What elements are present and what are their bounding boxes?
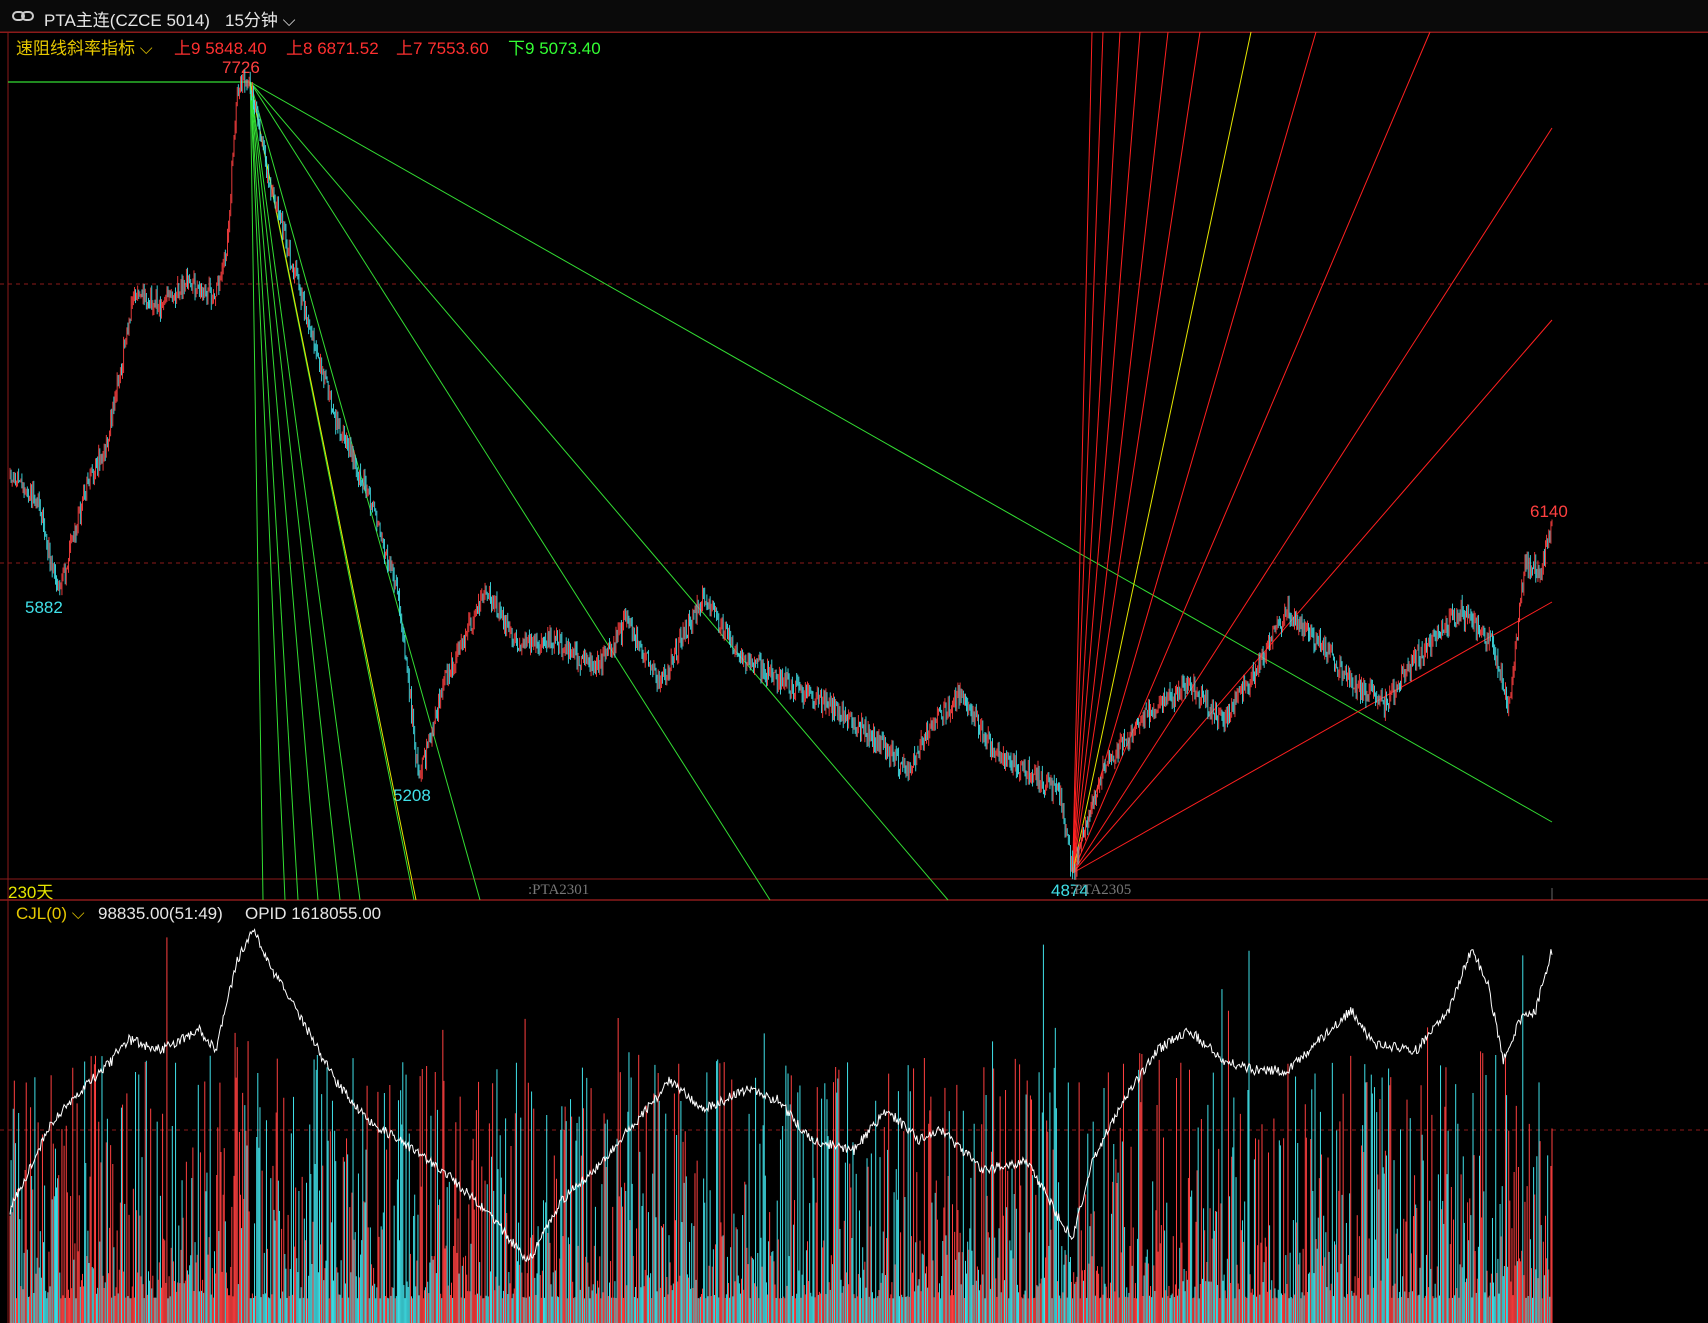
- fan-line-green-4: [249, 81, 341, 901]
- fan-line-yellow-down: [249, 81, 417, 901]
- level-up7: 上7 7553.60: [396, 34, 489, 59]
- fan-lines: [8, 31, 1553, 901]
- high-label-6140: 6140: [1530, 502, 1568, 521]
- opid-label: OPID: [245, 904, 287, 923]
- level-up8-value: 6871.52: [317, 39, 379, 58]
- fan-line-red-6: [1072, 31, 1317, 874]
- fan-line-red-5: [1072, 31, 1201, 874]
- low-label-5208: 5208: [393, 786, 431, 805]
- level-up8: 上8 6871.52: [286, 34, 379, 59]
- indicator-selector[interactable]: 速阻线斜率指标 ⌵: [16, 34, 153, 59]
- volume-indicator-name: CJL(0): [16, 904, 68, 923]
- level-up9: 上9 5848.40: [174, 34, 267, 59]
- fan-line-green-10: [249, 81, 1553, 823]
- fan-line-yellow-up: [1072, 31, 1252, 874]
- level-up7-value: 7553.60: [427, 39, 489, 58]
- level-up9-value: 5848.40: [205, 39, 267, 58]
- symbol-title[interactable]: PTA主连(CZCE 5014): [44, 11, 210, 30]
- fan-line-red-7: [1072, 31, 1431, 874]
- link-icon[interactable]: [12, 10, 34, 22]
- fan-line-green-3: [249, 81, 319, 901]
- contract-label-pta2305: :PTA2305: [1070, 882, 1132, 898]
- chevron-down-icon: ⌵: [282, 11, 296, 30]
- period-selector[interactable]: 15分钟 ⌵: [225, 6, 296, 31]
- fan-line-red-9: [1072, 319, 1553, 874]
- chevron-down-icon: ⌵: [139, 39, 153, 58]
- fan-line-red-0: [1072, 31, 1093, 874]
- level-up7-label: 上7: [396, 39, 423, 58]
- period-label: 15分钟: [225, 11, 278, 30]
- low-label-4874: 4874: [1051, 881, 1089, 900]
- contract-label-pta2301: :PTA2301: [528, 882, 590, 898]
- fan-line-green-1: [249, 81, 286, 901]
- fan-line-red-10: [1072, 601, 1553, 874]
- opid-value: 1618055.00: [291, 904, 382, 923]
- level-down9: 下9 5073.40: [508, 34, 601, 59]
- fan-line-red-8: [1072, 127, 1553, 874]
- fan-line-red-2: [1072, 31, 1121, 874]
- fan-line-green-8: [249, 81, 771, 901]
- fan-line-green-5: [249, 81, 361, 901]
- volume-value: 98835.00(51:49): [98, 904, 223, 923]
- level-down9-label: 下9: [508, 39, 535, 58]
- chevron-down-icon: ⌵: [71, 904, 85, 923]
- fan-line-green-2: [249, 81, 299, 901]
- level-down9-value: 5073.40: [539, 39, 601, 58]
- level-up8-label: 上8: [286, 39, 313, 58]
- fan-line-green-9: [249, 81, 949, 901]
- indicator-name: 速阻线斜率指标: [16, 39, 135, 58]
- volume-bars: [9, 937, 1553, 1323]
- fan-line-red-3: [1072, 31, 1141, 874]
- fan-line-green-0: [249, 81, 264, 901]
- opid-readout: OPID 1618055.00: [245, 904, 381, 924]
- fan-line-red-1: [1072, 31, 1104, 874]
- open-interest-path: [9, 928, 1553, 1263]
- low-label-5882: 5882: [25, 598, 63, 617]
- level-up9-label: 上9: [174, 39, 201, 58]
- volume-indicator-selector[interactable]: CJL(0) ⌵: [16, 904, 85, 924]
- fan-line-red-4: [1072, 31, 1169, 874]
- candles: [9, 69, 1553, 880]
- open-interest-line: [9, 928, 1553, 1263]
- days-label: 230天: [8, 883, 54, 902]
